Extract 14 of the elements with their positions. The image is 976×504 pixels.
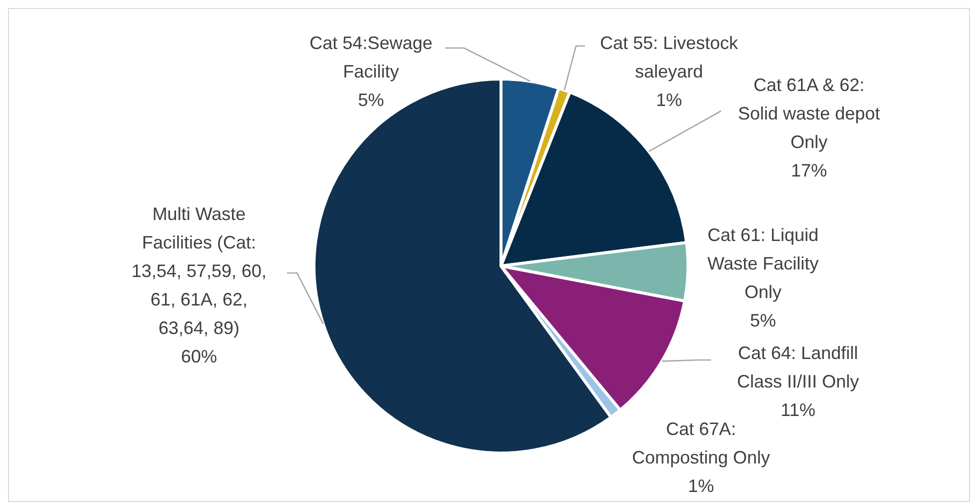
slice-label: Cat 61A & 62: Solid waste depot Only <box>738 75 880 152</box>
data-label: 60% <box>180 346 218 366</box>
data-label: 17% <box>790 160 828 180</box>
slice-label: Multi Waste Facilities (Cat: 13,54, 57,59, 60, 61, 61A, 62, 63,64, 89) <box>131 204 267 338</box>
data-label: 5% <box>750 310 776 330</box>
data-label: 5% <box>358 90 384 110</box>
slice-label: Cat 67A: Composting Only <box>632 419 770 468</box>
slice-label: Cat 55: Livestock saleyard <box>600 33 740 82</box>
data-label: 1% <box>688 476 714 496</box>
slice-label: Cat 54:Sewage Facility <box>309 33 433 82</box>
data-label: 1% <box>656 90 682 110</box>
data-label: 11% <box>780 400 816 420</box>
slice-label: Cat 61: Liquid Waste Facility Only <box>707 225 819 302</box>
slice-label: Cat 64: Landfill Class II/III Only <box>736 343 860 392</box>
